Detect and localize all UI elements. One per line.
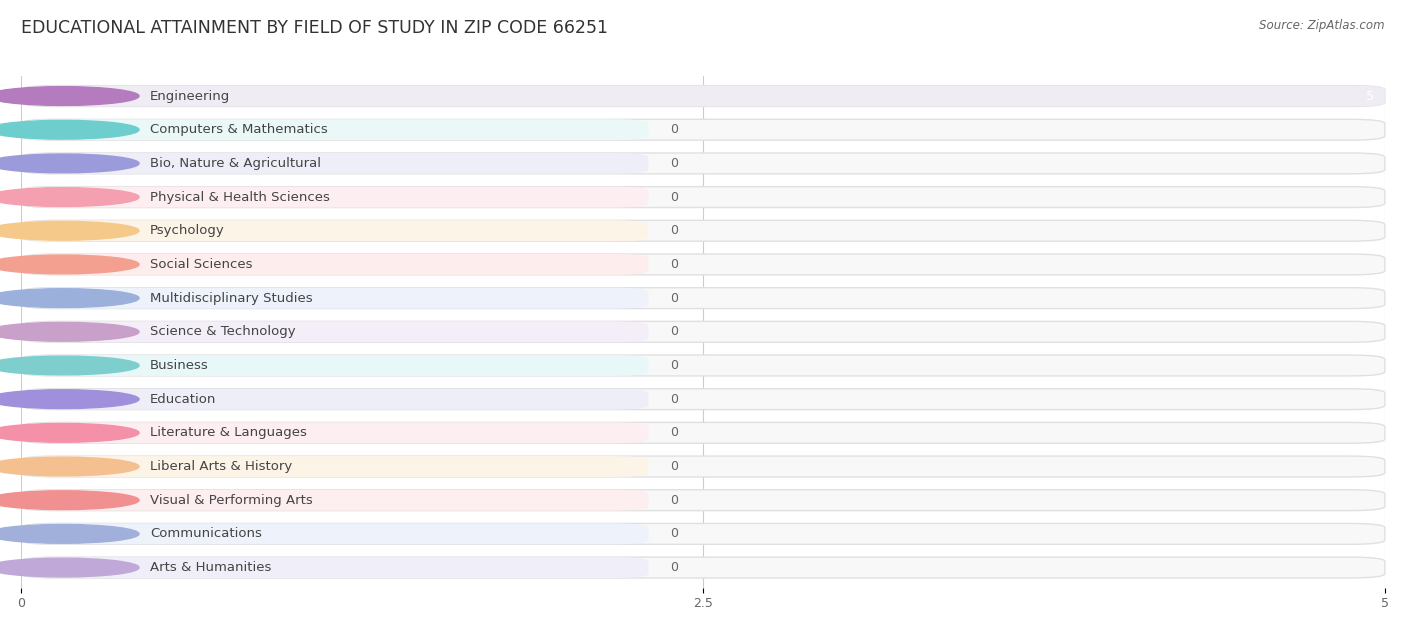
FancyBboxPatch shape bbox=[21, 389, 648, 410]
Text: 0: 0 bbox=[671, 157, 678, 170]
Text: Source: ZipAtlas.com: Source: ZipAtlas.com bbox=[1260, 19, 1385, 32]
Circle shape bbox=[0, 423, 139, 442]
FancyBboxPatch shape bbox=[21, 389, 1385, 410]
FancyBboxPatch shape bbox=[21, 221, 1385, 241]
Circle shape bbox=[0, 289, 139, 308]
Circle shape bbox=[0, 457, 139, 476]
Circle shape bbox=[0, 255, 139, 274]
Circle shape bbox=[0, 558, 139, 577]
FancyBboxPatch shape bbox=[21, 523, 648, 544]
Text: Visual & Performing Arts: Visual & Performing Arts bbox=[150, 494, 312, 507]
Text: 0: 0 bbox=[671, 527, 678, 540]
FancyBboxPatch shape bbox=[21, 288, 648, 308]
Circle shape bbox=[0, 154, 139, 173]
Circle shape bbox=[0, 491, 139, 509]
Text: 0: 0 bbox=[671, 460, 678, 473]
FancyBboxPatch shape bbox=[21, 355, 1385, 376]
FancyBboxPatch shape bbox=[21, 523, 1385, 544]
Text: Computers & Mathematics: Computers & Mathematics bbox=[150, 123, 328, 137]
FancyBboxPatch shape bbox=[21, 85, 1385, 106]
Text: Physical & Health Sciences: Physical & Health Sciences bbox=[150, 191, 330, 204]
FancyBboxPatch shape bbox=[21, 490, 648, 511]
Text: Communications: Communications bbox=[150, 527, 262, 540]
FancyBboxPatch shape bbox=[21, 490, 1385, 511]
FancyBboxPatch shape bbox=[21, 186, 1385, 207]
FancyBboxPatch shape bbox=[21, 119, 648, 140]
FancyBboxPatch shape bbox=[21, 119, 1385, 140]
Text: Liberal Arts & History: Liberal Arts & History bbox=[150, 460, 292, 473]
FancyBboxPatch shape bbox=[21, 153, 648, 174]
Text: 0: 0 bbox=[671, 561, 678, 574]
FancyBboxPatch shape bbox=[21, 221, 648, 241]
Text: Social Sciences: Social Sciences bbox=[150, 258, 253, 271]
FancyBboxPatch shape bbox=[21, 557, 1385, 578]
FancyBboxPatch shape bbox=[21, 85, 1385, 106]
Text: EDUCATIONAL ATTAINMENT BY FIELD OF STUDY IN ZIP CODE 66251: EDUCATIONAL ATTAINMENT BY FIELD OF STUDY… bbox=[21, 19, 607, 37]
FancyBboxPatch shape bbox=[21, 254, 648, 275]
Circle shape bbox=[0, 120, 139, 139]
Text: Multidisciplinary Studies: Multidisciplinary Studies bbox=[150, 291, 312, 305]
Circle shape bbox=[0, 390, 139, 408]
Text: Education: Education bbox=[150, 392, 217, 406]
Text: Engineering: Engineering bbox=[150, 90, 231, 102]
Circle shape bbox=[0, 87, 139, 106]
Text: 0: 0 bbox=[671, 392, 678, 406]
FancyBboxPatch shape bbox=[21, 557, 648, 578]
FancyBboxPatch shape bbox=[21, 321, 1385, 343]
Text: Literature & Languages: Literature & Languages bbox=[150, 427, 307, 439]
Circle shape bbox=[0, 356, 139, 375]
FancyBboxPatch shape bbox=[21, 422, 1385, 443]
FancyBboxPatch shape bbox=[21, 321, 648, 343]
Text: 5: 5 bbox=[1367, 90, 1374, 102]
Text: Bio, Nature & Agricultural: Bio, Nature & Agricultural bbox=[150, 157, 321, 170]
Text: 0: 0 bbox=[671, 291, 678, 305]
Text: 0: 0 bbox=[671, 224, 678, 237]
Text: 0: 0 bbox=[671, 494, 678, 507]
Circle shape bbox=[0, 525, 139, 544]
Text: 0: 0 bbox=[671, 359, 678, 372]
FancyBboxPatch shape bbox=[21, 288, 1385, 308]
Circle shape bbox=[0, 221, 139, 240]
Text: 0: 0 bbox=[671, 123, 678, 137]
Text: 0: 0 bbox=[671, 427, 678, 439]
Circle shape bbox=[0, 188, 139, 207]
Text: Science & Technology: Science & Technology bbox=[150, 325, 295, 338]
Text: 0: 0 bbox=[671, 258, 678, 271]
FancyBboxPatch shape bbox=[21, 422, 648, 443]
Circle shape bbox=[0, 322, 139, 341]
Text: Arts & Humanities: Arts & Humanities bbox=[150, 561, 271, 574]
FancyBboxPatch shape bbox=[21, 456, 648, 477]
Text: Psychology: Psychology bbox=[150, 224, 225, 237]
FancyBboxPatch shape bbox=[21, 456, 1385, 477]
FancyBboxPatch shape bbox=[21, 186, 648, 207]
FancyBboxPatch shape bbox=[21, 355, 648, 376]
FancyBboxPatch shape bbox=[21, 254, 1385, 275]
Text: 0: 0 bbox=[671, 191, 678, 204]
FancyBboxPatch shape bbox=[21, 153, 1385, 174]
Text: 0: 0 bbox=[671, 325, 678, 338]
Text: Business: Business bbox=[150, 359, 208, 372]
